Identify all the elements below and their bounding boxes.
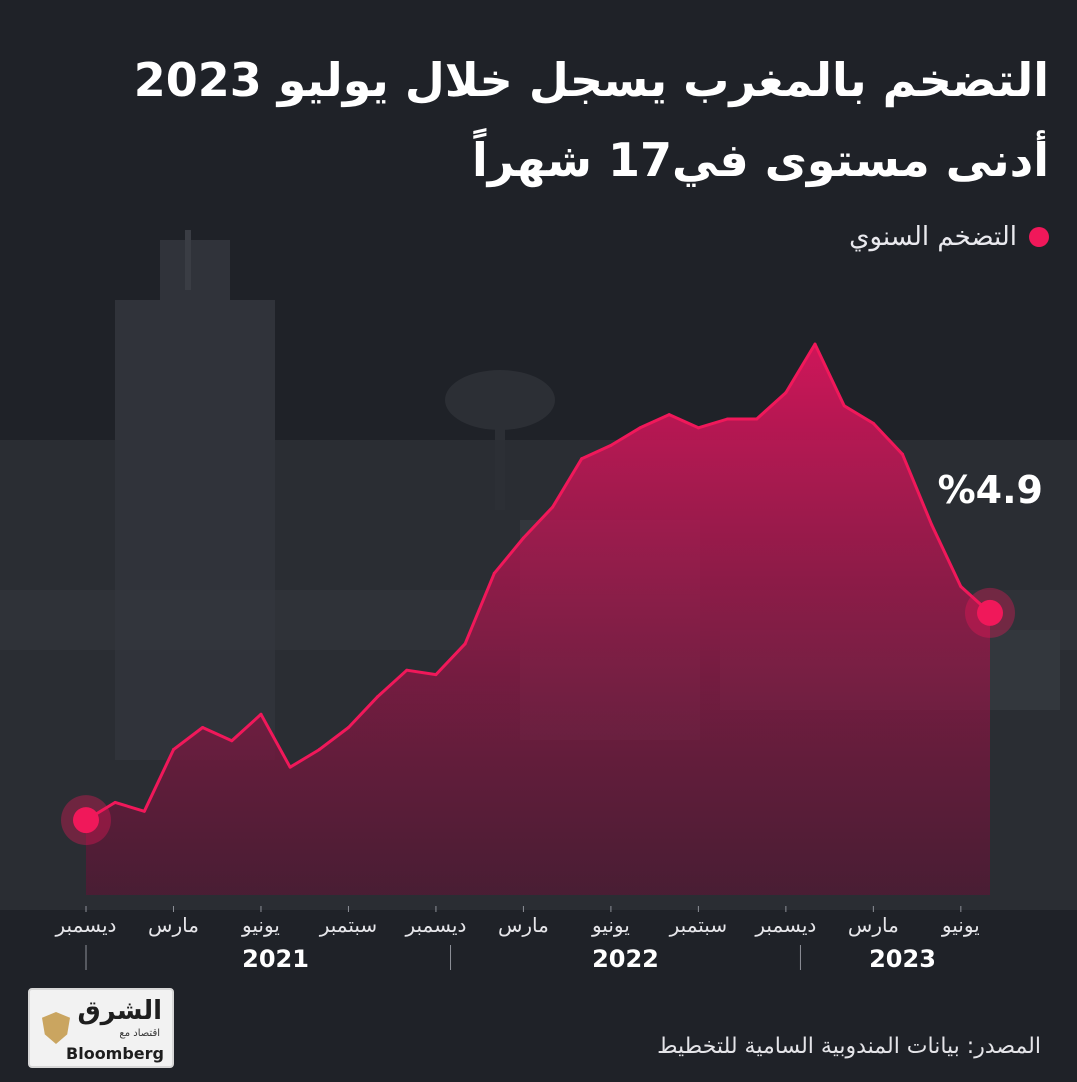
series-line xyxy=(85,342,992,822)
data-point xyxy=(376,695,380,699)
data-point xyxy=(259,712,263,716)
logo-partner: Bloomberg xyxy=(66,1044,164,1063)
data-point xyxy=(609,443,613,447)
shield-icon xyxy=(42,1012,70,1044)
data-point xyxy=(201,726,205,730)
data-point xyxy=(405,668,409,672)
x-tick-label: ديسمبر xyxy=(404,913,466,937)
x-axis: ديسمبر مارس يونيو سبتمبر ديسمبر مارس يونيو سبتم… xyxy=(55,906,980,973)
data-point xyxy=(113,800,117,804)
line-layer xyxy=(85,342,992,822)
data-point xyxy=(901,452,905,456)
data-point xyxy=(784,391,788,395)
x-tick-label: يونيو xyxy=(591,913,630,937)
legend-marker xyxy=(1029,227,1049,247)
data-point xyxy=(842,404,846,408)
data-point xyxy=(492,571,496,575)
data-point xyxy=(317,748,321,752)
x-tick-label: مارس xyxy=(848,913,899,937)
legend-label: التضخم السنوي xyxy=(849,222,1017,252)
x-tick-label: يونيو xyxy=(941,913,980,937)
x-tick-label: ديسمبر xyxy=(754,913,816,937)
legend: التضخم السنوي xyxy=(849,222,1049,252)
x-tick-label: سبتمبر xyxy=(669,913,727,937)
data-point xyxy=(288,765,292,769)
data-point xyxy=(463,642,467,646)
data-point xyxy=(755,417,759,421)
data-point xyxy=(667,413,671,417)
data-point xyxy=(230,739,234,743)
last-value-label: %4.9 xyxy=(937,468,1043,512)
x-tick-label: يونيو xyxy=(241,913,280,937)
x-tick-label: مارس xyxy=(498,913,549,937)
year-label: 2022 xyxy=(592,945,659,973)
data-point xyxy=(580,457,584,461)
data-point xyxy=(551,505,555,509)
chart-title-line-2: أدنى مستوى في17 شهراً xyxy=(472,133,1049,187)
logo-subtitle: اقتصاد مع xyxy=(119,1028,160,1039)
data-point xyxy=(696,426,700,430)
chart-title-line-1: التضخم بالمغرب يسجل خلال يوليو 2023 xyxy=(133,53,1049,107)
logo-name: الشرق xyxy=(77,996,162,1026)
source-note: المصدر: بيانات المندوبية السامية للتخطيط xyxy=(657,1034,1041,1059)
series-area xyxy=(86,344,990,896)
data-point xyxy=(142,809,146,813)
x-tick-label: سبتمبر xyxy=(319,913,377,937)
data-point xyxy=(726,417,730,421)
data-point xyxy=(171,748,175,752)
data-point xyxy=(959,584,963,588)
data-point xyxy=(813,342,817,346)
data-point xyxy=(346,726,350,730)
x-tick-label: مارس xyxy=(148,913,199,937)
year-label: 2023 xyxy=(869,945,936,973)
x-tick-label: ديسمبر xyxy=(55,913,117,937)
data-point xyxy=(871,421,875,425)
data-point xyxy=(638,426,642,430)
publisher-logo: الشرق اقتصاد مع Bloomberg xyxy=(28,988,174,1068)
data-point xyxy=(434,673,438,677)
marker-layer xyxy=(61,342,1015,846)
endpoint-marker xyxy=(977,599,1003,626)
endpoint-marker xyxy=(73,807,99,834)
area-layer xyxy=(86,344,990,896)
data-point xyxy=(521,536,525,540)
year-label: 2021 xyxy=(242,945,309,973)
data-point xyxy=(930,523,934,527)
